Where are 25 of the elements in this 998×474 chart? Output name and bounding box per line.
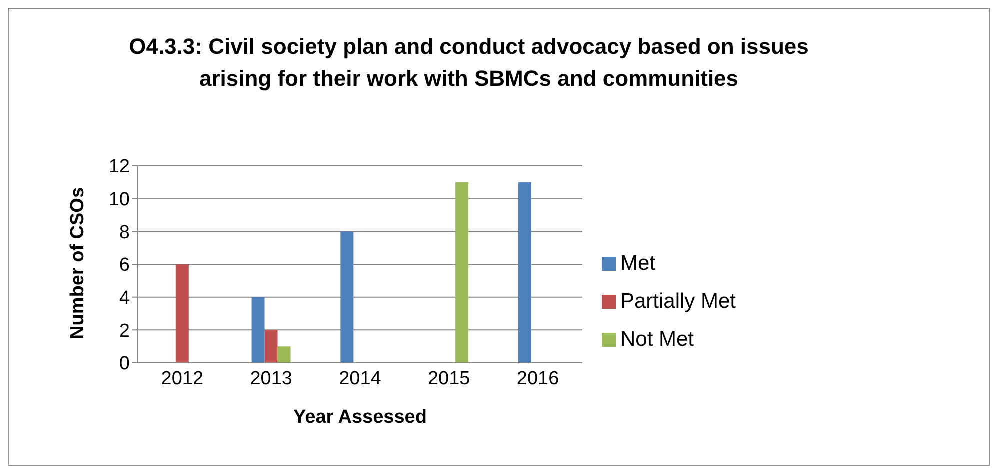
x-axis-title: Year Assessed: [294, 407, 427, 428]
bar: [176, 264, 189, 363]
y-tick-label: 4: [119, 288, 130, 310]
y-tick-label: 2: [119, 320, 130, 342]
x-tick-label: 2015: [428, 368, 470, 390]
y-tick-label: 10: [108, 190, 130, 211]
x-tick-label: 2016: [516, 368, 560, 390]
legend-label: Met: [620, 252, 656, 275]
chart-title: O4.3.3: Civil society plan and conduct advocacy based on issues arising for their work with SBMCs and communities: [128, 33, 810, 93]
y-tick-label: 0: [119, 354, 130, 375]
legend-label: Not Met: [620, 328, 694, 351]
x-tick-label: 2014: [339, 368, 382, 390]
bar: [518, 182, 532, 363]
y-axis-title: Number of CSOs: [68, 187, 89, 340]
y-tick-label: 6: [119, 255, 130, 276]
y-tick-label: 8: [119, 222, 130, 244]
x-tick-label: 2012: [161, 368, 204, 390]
bar: [264, 330, 278, 363]
bar: [456, 182, 469, 363]
bar: [340, 232, 354, 363]
legend-label: Partially Met: [620, 290, 736, 313]
bar: [252, 297, 265, 363]
y-tick-label: 12: [108, 156, 130, 178]
x-tick-label: 2013: [250, 368, 292, 390]
bar: [278, 346, 291, 363]
